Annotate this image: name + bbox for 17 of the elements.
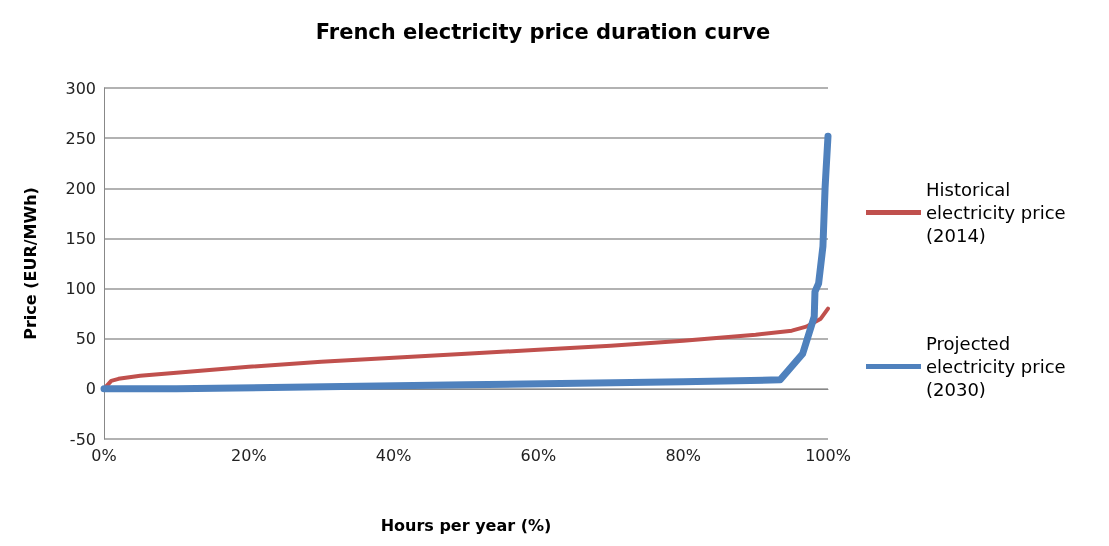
y-tick-label: 150 [65,228,96,248]
y-axis-title: Price (EUR/MWh) [20,187,40,340]
legend-label: Historical electricity price (2014) [926,179,1072,246]
x-tick-label: 40% [375,445,412,465]
x-axis-title: Hours per year (%) [380,515,552,535]
legend-label: Projected electricity price (2030) [926,333,1072,400]
y-tick-label: 100 [65,279,96,299]
x-tick-label: 60% [520,445,557,465]
x-tick-label: 80% [665,445,701,465]
x-tick-label: 100% [805,445,851,465]
y-tick-label: 50 [75,329,96,349]
y-tick-label: 250 [65,128,96,148]
y-tick-label: 300 [65,78,96,98]
y-tick-label: 0 [85,379,96,399]
chart-title: French electricity price duration curve [315,19,771,44]
x-tick-label: 20% [231,445,267,465]
y-tick-label: 200 [65,178,96,198]
